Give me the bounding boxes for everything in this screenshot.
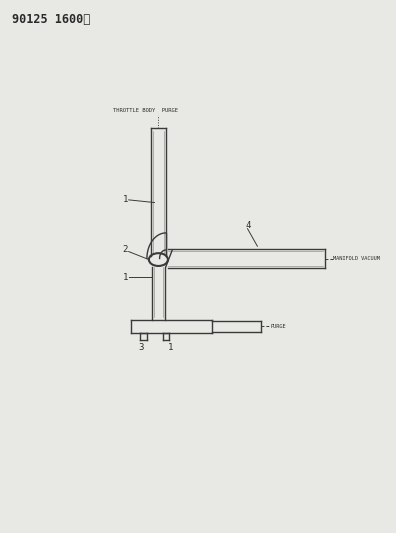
Text: MANIFOLD VACUUM: MANIFOLD VACUUM — [333, 256, 380, 261]
Text: 3: 3 — [139, 343, 144, 352]
Text: 2: 2 — [123, 246, 128, 254]
Text: THROTTLE BODY  PURGE: THROTTLE BODY PURGE — [113, 108, 178, 113]
Text: PURGE: PURGE — [270, 324, 286, 329]
Text: 1: 1 — [123, 273, 128, 281]
Text: 90125 1600ᴀ: 90125 1600ᴀ — [12, 13, 90, 26]
Text: 4: 4 — [246, 222, 251, 230]
Text: 1: 1 — [123, 196, 128, 204]
Text: 1: 1 — [168, 343, 173, 352]
